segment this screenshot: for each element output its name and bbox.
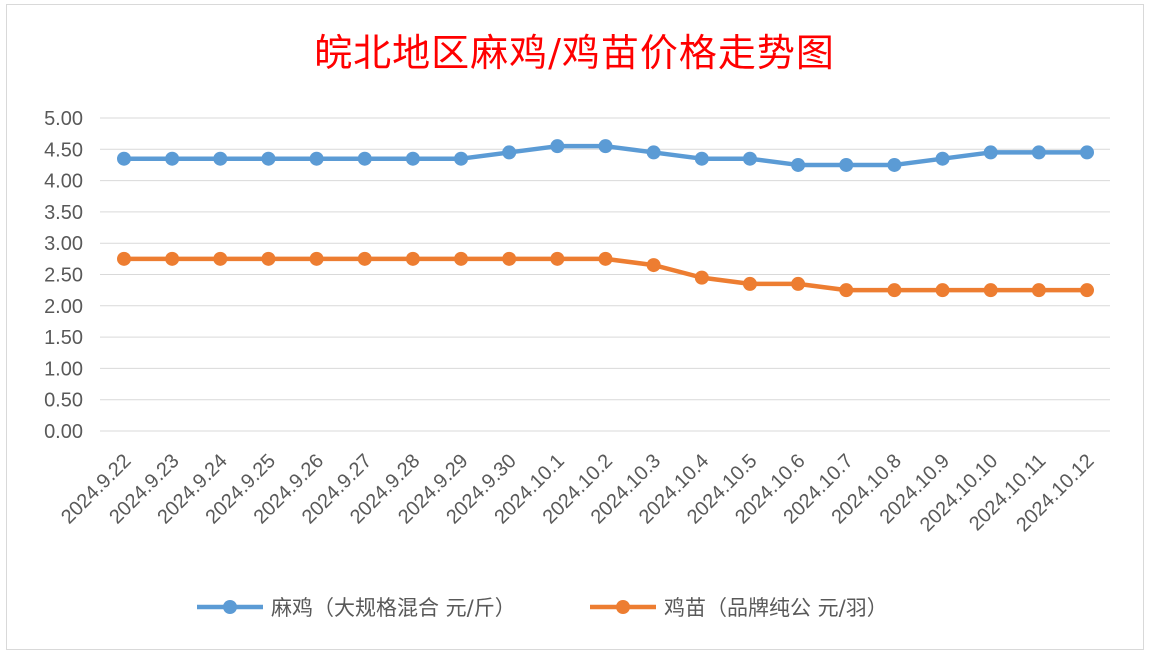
y-tick-label: 3.00 — [44, 233, 83, 255]
data-point-0 — [935, 151, 950, 166]
data-point-0 — [791, 157, 806, 172]
data-point-0 — [213, 151, 228, 166]
data-point-0 — [983, 145, 998, 160]
data-point-0 — [165, 151, 180, 166]
data-point-1 — [1031, 283, 1046, 298]
chart-area — [6, 4, 1144, 650]
data-point-1 — [1080, 283, 1094, 298]
data-point-0 — [646, 145, 661, 160]
data-point-1 — [405, 251, 420, 266]
y-tick-label: 1.00 — [44, 358, 83, 380]
data-point-0 — [454, 151, 469, 166]
data-point-1 — [791, 276, 806, 291]
y-tick-label: 4.50 — [44, 139, 83, 161]
data-point-1 — [646, 258, 661, 273]
data-point-1 — [887, 283, 902, 298]
chart-title: 皖北地区麻鸡/鸡苗价格走势图 — [314, 31, 835, 75]
data-point-0 — [887, 157, 902, 172]
legend-label: 鸡苗（品牌纯公 元/羽） — [664, 596, 888, 620]
data-point-1 — [742, 276, 757, 291]
y-tick-label: 4.00 — [44, 171, 83, 193]
data-point-1 — [983, 283, 998, 298]
data-point-1 — [357, 251, 372, 266]
legend-marker — [223, 600, 237, 614]
y-tick-label: 5.00 — [44, 108, 83, 130]
data-point-0 — [694, 151, 709, 166]
data-point-1 — [694, 270, 709, 285]
data-point-0 — [357, 151, 372, 166]
data-point-1 — [502, 251, 517, 266]
data-point-1 — [935, 283, 950, 298]
y-tick-label: 3.50 — [44, 202, 83, 224]
data-point-0 — [598, 139, 613, 154]
data-point-0 — [550, 139, 565, 154]
data-point-0 — [1080, 145, 1094, 160]
data-point-1 — [117, 251, 131, 266]
data-point-1 — [454, 251, 469, 266]
data-point-1 — [550, 251, 565, 266]
y-tick-label: 2.50 — [44, 265, 83, 287]
data-point-0 — [502, 145, 517, 160]
legend-label: 麻鸡（大规格混合 元/斤） — [271, 596, 516, 620]
data-point-0 — [309, 151, 324, 166]
data-point-0 — [1031, 145, 1046, 160]
data-point-1 — [598, 251, 613, 266]
y-tick-label: 1.50 — [44, 327, 83, 349]
data-point-0 — [117, 151, 131, 166]
data-point-1 — [213, 251, 228, 266]
data-point-0 — [839, 157, 854, 172]
data-point-0 — [742, 151, 757, 166]
data-point-1 — [261, 251, 276, 266]
legend-marker — [616, 600, 630, 614]
y-tick-label: 0.00 — [44, 421, 83, 443]
data-point-1 — [165, 251, 180, 266]
data-point-0 — [261, 151, 276, 166]
data-point-1 — [309, 251, 324, 266]
y-tick-label: 0.50 — [44, 390, 83, 412]
data-point-0 — [405, 151, 420, 166]
y-tick-label: 2.00 — [44, 296, 83, 318]
data-point-1 — [839, 283, 854, 298]
